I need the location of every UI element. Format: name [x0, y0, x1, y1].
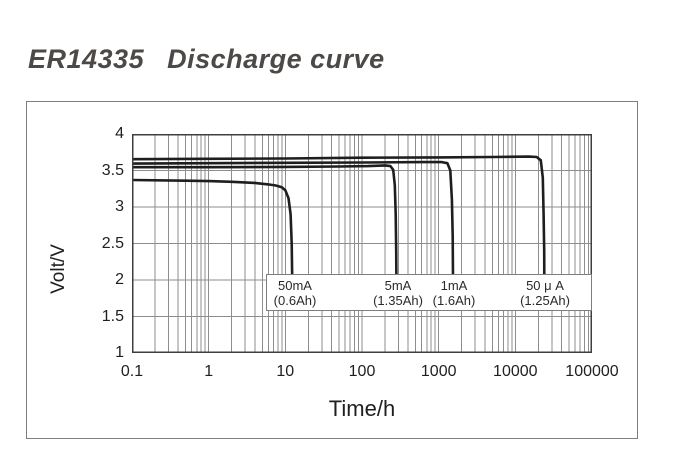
x-axis-title: Time/h — [328, 396, 396, 421]
curve-label-50uA: 50 μ A (1.25Ah) — [495, 275, 595, 308]
x-tick-label: 0.1 — [120, 363, 144, 380]
y-tick-label: 3.5 — [101, 161, 124, 179]
page-title: ER14335 Discharge curve — [28, 44, 385, 75]
x-tick-label: 1 — [204, 363, 214, 380]
curve-label-capacity: (0.6Ah) — [273, 293, 317, 308]
x-tick-label: 10000 — [493, 363, 538, 380]
y-tick-label: 4 — [115, 125, 124, 142]
y-tick-label: 2.5 — [101, 234, 124, 252]
plot-svg — [132, 134, 592, 353]
curve-label-capacity: (1.35Ah) — [373, 293, 423, 308]
y-axis-title: Volt/V — [48, 244, 69, 294]
x-tick-label: 1000 — [420, 363, 457, 380]
y-tick-label: 3 — [115, 198, 124, 215]
curve-label-current: 5mA — [384, 278, 412, 293]
title-text: Discharge curve — [167, 44, 385, 74]
curve-50uA — [132, 155, 546, 280]
curve-50mA — [132, 178, 294, 280]
x-tick-label: 10 — [276, 363, 295, 380]
curve-5mA — [132, 164, 398, 280]
curve-label-5mA: 5mA (1.35Ah) — [348, 275, 448, 308]
curve-label-1mA: 1mA (1.6Ah) — [404, 275, 504, 308]
curve-1mA — [132, 160, 455, 280]
curve-label-current: 1mA — [440, 278, 468, 293]
curve-label-50mA: 50mA (0.6Ah) — [245, 275, 345, 308]
chart-frame: 4 3.5 3 2.5 2 1.5 1 0.1 1 10 100 1000 10… — [26, 101, 638, 439]
title-model: ER14335 — [28, 44, 145, 74]
grid — [132, 134, 592, 353]
curve-label-current: 50 μ A — [526, 278, 564, 293]
x-tick-label: 100 — [348, 363, 376, 380]
plot-border — [132, 134, 592, 353]
y-tick-label: 2 — [115, 271, 124, 288]
y-tick-label: 1 — [115, 344, 124, 361]
curve-label-capacity: (1.6Ah) — [432, 293, 476, 308]
y-tick-label: 1.5 — [101, 307, 124, 325]
curve-label-current: 50mA — [278, 278, 312, 293]
x-tick-label: 100000 — [565, 363, 619, 380]
curve-label-capacity: (1.25Ah) — [520, 293, 570, 308]
curve-label-box: 50mA (0.6Ah) 5mA (1.35Ah) 1mA (1.6Ah) 50… — [266, 274, 592, 311]
